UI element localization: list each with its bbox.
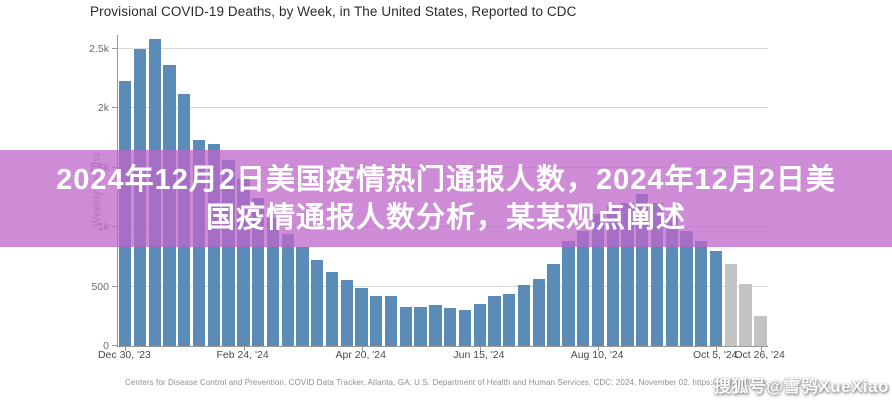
x-axis-label: Aug 10, '24 (570, 349, 624, 361)
y-axis-label-0: 0 (103, 340, 109, 352)
headline-line1: 2024年12月2日美国疫情热门通报人数，2024年12月2日美 (56, 163, 836, 196)
x-axis-label: Feb 24, '24 (216, 349, 269, 361)
bar-week-38 (680, 230, 693, 346)
bar-week-21 (429, 304, 442, 346)
x-tick-Oct 5, '24 (716, 346, 718, 351)
bar-week-16 (355, 288, 368, 346)
bar-week-29 (547, 263, 560, 346)
x-tick-Feb 24, '24 (243, 346, 245, 351)
bar-week-28 (532, 279, 545, 346)
x-tick-Aug 10, '24 (598, 346, 600, 351)
gridline-500 (118, 285, 768, 287)
bar-week-18 (384, 295, 398, 346)
y-tick-0 (112, 345, 118, 346)
bar-week-23 (458, 310, 472, 346)
bar-week-14 (325, 271, 339, 346)
bar-week-20 (414, 306, 427, 346)
x-axis-label: Jun 15, '24 (453, 349, 505, 361)
bar-week-27 (517, 284, 531, 346)
y-axis-label-500: 500 (91, 280, 109, 293)
watermark-sohu: 搜狐号@雪鸮XueXiao (713, 377, 889, 396)
bar-week-12 (296, 247, 309, 346)
bar-week-30 (562, 241, 575, 346)
bar-week-40 (709, 250, 723, 346)
bar-week-25 (488, 295, 501, 346)
bar-provisional-week-42 (739, 283, 752, 346)
headline-banner: 2024年12月2日美国疫情热门通报人数，2024年12月2日美 国疫情通报人数… (0, 150, 892, 247)
bar-week-10 (266, 218, 280, 346)
y-tick-2k (112, 107, 118, 108)
bar-week-11 (281, 234, 294, 346)
x-tick-Apr 20, '24 (361, 346, 363, 351)
x-axis-label: Dec 30, '23 (97, 349, 151, 361)
y-tick-2.5k (112, 47, 118, 49)
bar-week-24 (473, 304, 486, 346)
bar-week-26 (503, 294, 516, 346)
x-tick-Dec 30, '23 (125, 346, 127, 351)
y-axis-label-2k: 2k (97, 102, 109, 114)
chart-title: Provisional COVID-19 Deaths, by Week, in… (90, 4, 577, 19)
x-tick-Jun 15, '24 (479, 346, 481, 351)
bar-week-37 (665, 216, 678, 346)
x-axis-label: Apr 20, '24 (335, 349, 386, 361)
y-tick-500 (112, 285, 118, 287)
bar-week-39 (695, 241, 708, 346)
gridline-2k (118, 107, 768, 108)
headline-line2: 国疫情通报人数分析，某某观点阐述 (205, 201, 686, 234)
bar-provisional-week-43 (754, 316, 767, 346)
bar-week-15 (340, 279, 353, 346)
bar-provisional-week-41 (724, 263, 738, 346)
bar-week-19 (399, 306, 413, 346)
bar-week-13 (311, 260, 324, 346)
bar-week-22 (444, 308, 457, 346)
y-axis-label-2.5k: 2.5k (89, 42, 109, 55)
bar-week-17 (370, 295, 383, 346)
x-axis-label: Oct 5, '24 (692, 349, 738, 361)
x-tick-Oct 26, '24 (760, 346, 762, 351)
x-axis-label: Oct 26, '24 (734, 349, 785, 361)
gridline-2.5k (118, 47, 768, 49)
attribution-text: Centers for Disease Control and Preventi… (125, 378, 767, 387)
bar-week-31 (576, 230, 590, 346)
